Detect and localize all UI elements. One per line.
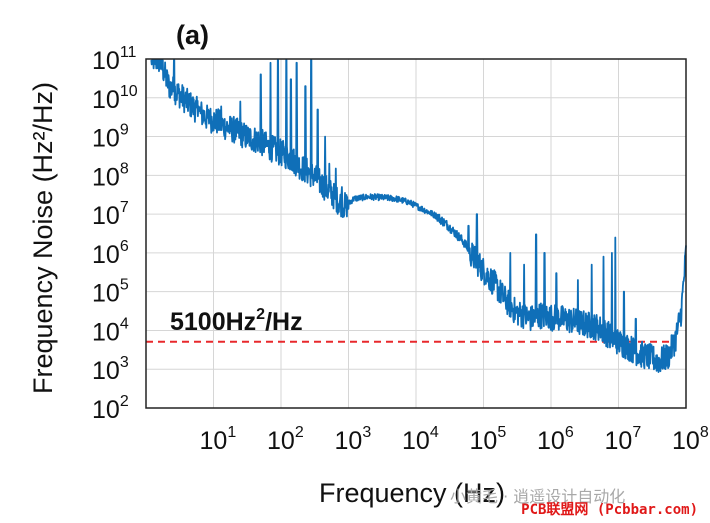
y-tick-base: 10 xyxy=(92,357,120,385)
y-tick-label: 102 xyxy=(92,393,129,424)
x-tick-label: 107 xyxy=(605,424,642,455)
watermark-text: 小黄毛 · 逍遥设计自动化 xyxy=(450,487,625,506)
y-tick-base: 10 xyxy=(92,125,120,153)
annotation-suffix: /Hz xyxy=(265,308,303,336)
y-tick-label: 108 xyxy=(92,160,129,191)
y-tick-exponent: 7 xyxy=(120,199,129,216)
x-tick-base: 10 xyxy=(200,427,228,455)
y-tick-base: 10 xyxy=(92,202,120,230)
y-tick-exponent: 9 xyxy=(120,122,129,139)
x-tick-exponent: 1 xyxy=(227,424,236,441)
y-tick-exponent: 2 xyxy=(120,393,129,410)
x-tick-base: 10 xyxy=(402,427,430,455)
y-tick-exponent: 11 xyxy=(120,44,137,61)
y-tick-base: 10 xyxy=(92,318,120,346)
x-tick-exponent: 7 xyxy=(632,424,641,441)
y-tick-label: 103 xyxy=(92,354,129,385)
y-tick-label: 1011 xyxy=(92,44,137,75)
y-tick-label: 106 xyxy=(92,238,129,269)
y-tick-label: 107 xyxy=(92,199,129,230)
watermark-site: PCB联盟网 (Pcbbar.com) xyxy=(521,502,698,518)
y-tick-exponent: 5 xyxy=(120,277,129,294)
grid-lines xyxy=(145,58,687,409)
y-axis-title: Frequency Noise (Hz²/Hz) xyxy=(28,82,58,394)
y-tick-base: 10 xyxy=(92,47,120,75)
x-tick-label: 101 xyxy=(200,424,237,455)
data-series xyxy=(150,59,687,373)
x-tick-exponent: 4 xyxy=(430,424,439,441)
y-tick-label: 1010 xyxy=(92,83,138,114)
x-tick-label: 108 xyxy=(672,424,709,455)
y-tick-label: 105 xyxy=(92,277,129,308)
x-tick-exponent: 6 xyxy=(565,424,574,441)
x-tick-exponent: 2 xyxy=(295,424,304,441)
y-tick-base: 10 xyxy=(92,280,120,308)
x-tick-base: 10 xyxy=(537,427,565,455)
y-tick-exponent: 10 xyxy=(120,83,138,100)
y-tick-base: 10 xyxy=(92,241,120,269)
x-tick-label: 106 xyxy=(537,424,574,455)
annotation-label: 5100Hz2/Hz xyxy=(170,306,303,336)
x-tick-label: 104 xyxy=(402,424,439,455)
y-tick-exponent: 4 xyxy=(120,315,129,332)
annotation-text: 5100Hz xyxy=(170,308,256,336)
x-tick-labels: 101 102 103 104 105 106 107 108 xyxy=(200,424,709,455)
x-tick-label: 102 xyxy=(267,424,304,455)
x-tick-base: 10 xyxy=(470,427,498,455)
y-tick-exponent: 8 xyxy=(120,160,129,177)
annotation-superscript: 2 xyxy=(256,306,265,323)
y-tick-exponent: 3 xyxy=(120,354,129,371)
y-tick-base: 10 xyxy=(92,163,120,191)
x-tick-exponent: 5 xyxy=(497,424,506,441)
x-axis-title: Frequency (Hz) xyxy=(319,478,505,508)
y-tick-base: 10 xyxy=(92,396,120,424)
plot-frame xyxy=(145,58,687,409)
x-tick-label: 103 xyxy=(335,424,372,455)
x-tick-base: 10 xyxy=(672,427,700,455)
x-tick-label: 105 xyxy=(470,424,507,455)
y-tick-exponent: 6 xyxy=(120,238,129,255)
x-tick-base: 10 xyxy=(335,427,363,455)
x-tick-base: 10 xyxy=(267,427,295,455)
x-tick-exponent: 8 xyxy=(700,424,709,441)
y-tick-label: 109 xyxy=(92,122,129,153)
x-tick-exponent: 3 xyxy=(362,424,371,441)
y-tick-base: 10 xyxy=(92,86,120,114)
panel-label: (a) xyxy=(176,20,209,50)
x-tick-base: 10 xyxy=(605,427,633,455)
noise-trace xyxy=(150,59,687,373)
y-tick-label: 104 xyxy=(92,315,129,346)
